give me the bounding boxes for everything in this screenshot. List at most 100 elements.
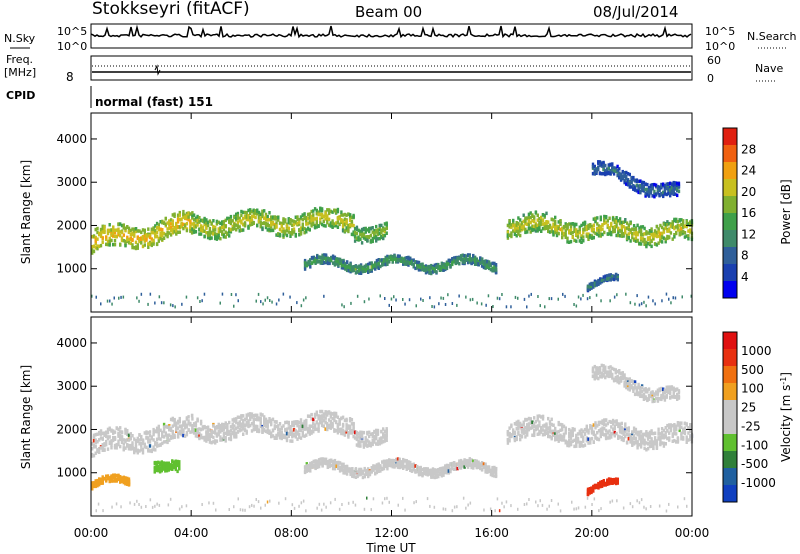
heatmap-cell [606, 219, 609, 223]
heatmap-cell [117, 230, 120, 234]
heatmap-cell [235, 431, 238, 436]
heatmap-cell [254, 417, 257, 421]
heatmap-cell [312, 218, 315, 222]
heatmap-cell [180, 217, 183, 221]
heatmap-cell [91, 442, 94, 446]
heatmap-cell [597, 228, 601, 233]
heatmap-cell [391, 463, 394, 467]
heatmap-cell [359, 264, 363, 269]
heatmap-cell [133, 234, 136, 238]
heatmap-cell [493, 468, 496, 472]
heatmap-cell [338, 222, 341, 227]
heatmap-cell [340, 263, 344, 268]
heatmap-cell [315, 212, 318, 216]
heatmap-cell [391, 254, 394, 259]
heatmap-cell [456, 303, 458, 307]
heatmap-cell [632, 436, 636, 441]
heatmap-cell [119, 433, 122, 438]
heatmap-cell [203, 222, 206, 227]
heatmap-cell [196, 296, 199, 300]
heatmap-cell [282, 218, 285, 223]
heatmap-cell [201, 218, 205, 223]
heatmap-cell [389, 459, 393, 463]
heatmap-cell [554, 224, 557, 229]
heatmap-cell [303, 226, 306, 231]
heatmap-cell [203, 424, 206, 429]
heatmap-cell [672, 180, 675, 185]
heatmap-cell [110, 228, 113, 232]
heatmap-cell [175, 425, 178, 429]
heatmap-cell [597, 437, 601, 442]
heatmap-cell [178, 217, 181, 222]
heatmap-cell [636, 231, 639, 235]
heatmap-cell [266, 429, 269, 434]
heatmap-cell [228, 234, 231, 238]
heatmap-cell [349, 269, 352, 274]
heatmap-cell [627, 437, 630, 441]
heatmap-cell [208, 227, 212, 231]
heatmap-cell [645, 244, 648, 249]
heatmap-cell [141, 447, 145, 452]
heatmap-cell [263, 423, 266, 427]
heatmap-cell [380, 429, 383, 434]
heatmap-cell [118, 296, 120, 300]
heatmap-cell [191, 426, 194, 430]
heatmap-cell [217, 227, 220, 231]
heatmap-cell [536, 218, 539, 222]
heatmap-cell [416, 469, 419, 474]
colorbar-segment [723, 264, 737, 282]
heatmap-cell [543, 424, 546, 428]
heatmap-cell [178, 225, 181, 229]
heatmap-cell [620, 436, 623, 440]
heatmap-cell [625, 177, 628, 181]
heatmap-cell [643, 232, 646, 236]
heatmap-cell [305, 420, 308, 424]
heatmap-cell [182, 433, 185, 438]
heatmap-cell [168, 433, 171, 437]
heatmap-cell [334, 411, 338, 416]
heatmap-cell [657, 241, 660, 245]
heatmap-cell [292, 230, 296, 234]
heatmap-cell [629, 239, 632, 243]
heatmap-cell [136, 439, 139, 443]
heatmap-cell [376, 229, 380, 234]
heatmap-cell [176, 431, 180, 436]
heatmap-cell [548, 422, 552, 426]
heatmap-cell [324, 213, 327, 218]
heatmap-cell [529, 215, 532, 220]
heatmap-cell [603, 419, 606, 423]
heatmap-cell [330, 256, 333, 260]
heatmap-cell [108, 427, 111, 432]
heatmap-cell [178, 213, 181, 217]
heatmap-cell [639, 232, 643, 237]
heatmap-cell [303, 230, 306, 235]
heatmap-cell [624, 218, 627, 222]
heatmap-cell [212, 228, 215, 233]
heatmap-cell [291, 223, 294, 227]
heatmap-cell [615, 422, 618, 426]
heatmap-cell [487, 261, 491, 265]
heatmap-cell [552, 429, 555, 433]
heatmap-cell [189, 421, 192, 426]
heatmap-cell [629, 440, 632, 444]
heatmap-cell [589, 437, 592, 441]
heatmap-cell [371, 439, 374, 444]
heatmap-cell [524, 418, 527, 422]
heatmap-cell [538, 432, 541, 436]
heatmap-cell [357, 440, 360, 445]
heatmap-cell [252, 221, 255, 225]
heatmap-cell [173, 435, 176, 439]
heatmap-cell [632, 440, 636, 445]
heatmap-cell [589, 441, 592, 445]
heatmap-cell [456, 260, 459, 265]
heatmap-cell [458, 465, 461, 469]
heatmap-cell [618, 171, 621, 175]
heatmap-cell [366, 235, 369, 239]
heatmap-cell [236, 415, 240, 419]
heatmap-cell [552, 423, 555, 427]
heatmap-cell [129, 436, 132, 441]
heatmap-cell [363, 300, 366, 304]
heatmap-cell [506, 230, 510, 235]
heatmap-cell [395, 463, 398, 467]
heatmap-cell [573, 427, 576, 432]
